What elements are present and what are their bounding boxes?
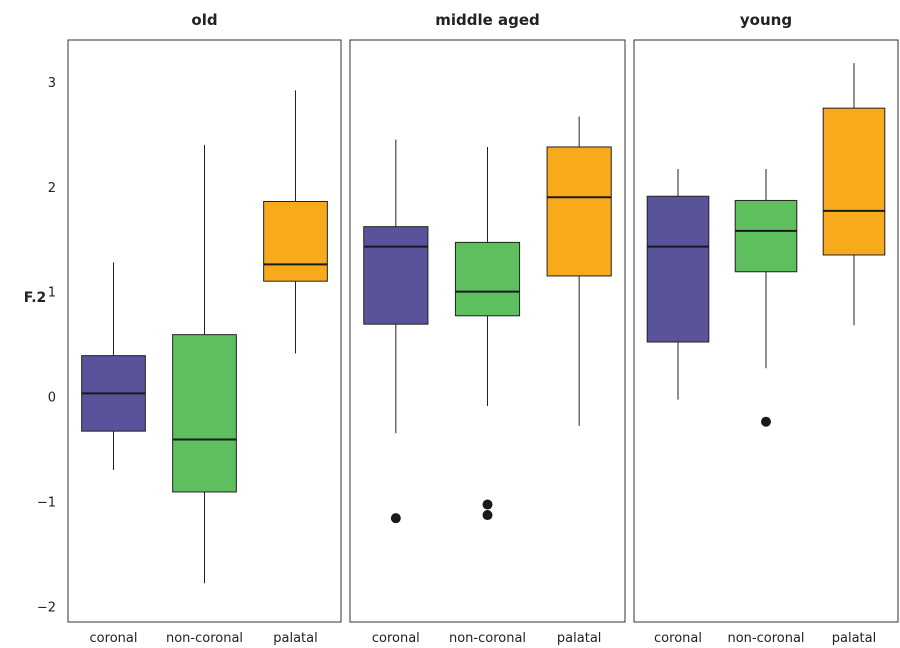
x-tick-label: non-coronal [449,631,526,646]
iqr-box [734,199,798,273]
iqr-box [172,334,237,493]
iqr-box [263,200,328,282]
x-tick-label: palatal [273,631,317,646]
box-palatal [263,90,328,354]
iqr-box [454,241,521,317]
x-tick-label: coronal [90,631,138,646]
x-tick-label: non-coronal [727,631,804,646]
outlier-point [761,416,771,427]
iqr-box [363,226,429,325]
y-tick-label: −1 [37,495,56,510]
facet-panel: young coronal non-coronal palatal [633,11,899,646]
box-palatal [822,63,886,326]
iqr-box [546,146,612,277]
iqr-box [646,195,710,343]
outlier-point [390,513,401,524]
box-non-coronal [172,144,237,584]
y-tick-label: 1 [48,286,56,301]
panel-frame [349,39,626,623]
box-coronal [363,139,429,524]
facet-title: young [740,11,792,29]
y-tick-label: 3 [48,76,56,91]
panel-frame [633,39,899,623]
x-tick-label: palatal [832,631,876,646]
outlier-point [482,510,493,521]
facet-title: old [191,11,217,29]
x-tick-label: palatal [557,631,601,646]
y-tick-label: 0 [48,391,56,406]
box-non-coronal [734,168,798,427]
box-non-coronal [454,146,521,521]
outlier-point [482,499,493,510]
facet-panel: middle aged coronal non-coronal palatal [349,11,626,646]
facet-title: middle aged [435,11,540,29]
x-tick-label: non-coronal [166,631,243,646]
facet-panel: old coronal non-coronal palatal [67,11,342,646]
y-axis-label: F.2 [24,290,47,306]
y-tick-label: −2 [37,600,56,615]
x-tick-label: coronal [372,631,420,646]
y-tick-label: 2 [48,181,56,196]
box-coronal [81,262,146,470]
x-tick-label: coronal [654,631,702,646]
iqr-box [822,107,886,256]
box-coronal [646,168,710,400]
box-palatal [546,116,612,426]
panel-frame [67,39,342,623]
